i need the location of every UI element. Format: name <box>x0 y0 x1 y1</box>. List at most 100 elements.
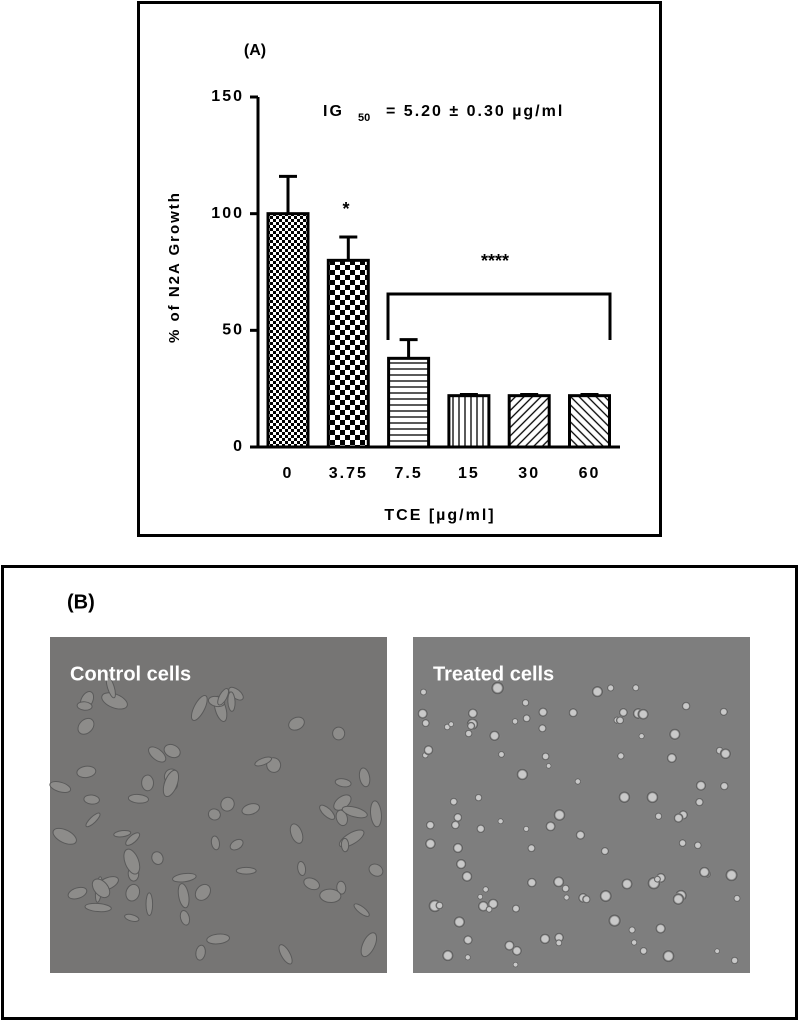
cell <box>511 717 519 725</box>
cell <box>278 944 293 965</box>
cell <box>599 889 613 903</box>
cell <box>474 793 483 802</box>
cell <box>553 808 566 822</box>
annotation: IG <box>323 103 344 120</box>
cell <box>425 820 436 830</box>
x-tick-label: 15 <box>458 465 480 482</box>
panel-b-frame <box>1 565 798 1020</box>
cell <box>733 894 741 903</box>
cell <box>545 762 552 769</box>
cell <box>319 804 336 820</box>
cell <box>453 915 466 929</box>
annotation-value: = 5.20 ± 0.30 µg/ml <box>386 103 564 120</box>
cell <box>52 827 77 845</box>
x-tick-label: 3.75 <box>329 465 368 482</box>
cell <box>179 910 191 926</box>
cell <box>521 698 530 707</box>
y-axis-label: % of N2A Growth <box>166 191 183 343</box>
cell <box>638 732 645 740</box>
cell <box>522 714 531 723</box>
cell <box>545 820 557 832</box>
cell <box>101 692 128 710</box>
cell <box>319 888 342 903</box>
cell <box>673 812 684 824</box>
significance-label: * <box>342 199 349 219</box>
cell <box>503 940 515 952</box>
error-bar <box>459 393 478 396</box>
cell <box>522 825 530 833</box>
cell <box>539 933 551 945</box>
cell <box>67 886 88 900</box>
cell <box>695 779 707 792</box>
cell <box>76 701 93 711</box>
cell <box>424 837 437 850</box>
cell <box>467 707 479 719</box>
error-bar <box>279 174 297 214</box>
cell <box>477 893 484 900</box>
cell <box>83 794 100 805</box>
cell <box>466 721 476 731</box>
cell <box>607 913 622 928</box>
cell <box>297 860 307 877</box>
cell <box>606 684 615 692</box>
micrograph-label: Treated cells <box>433 663 554 685</box>
cell <box>575 829 586 841</box>
cell <box>241 803 260 816</box>
bar <box>266 212 310 449</box>
cell <box>421 718 430 728</box>
cell <box>441 949 455 962</box>
cell <box>654 812 663 821</box>
cell <box>541 752 550 761</box>
cell <box>84 902 112 913</box>
micrograph-label: Control cells <box>70 663 191 685</box>
cell <box>462 934 474 946</box>
cell <box>630 939 638 946</box>
cell <box>615 716 625 725</box>
cell <box>654 922 667 935</box>
cell <box>450 820 461 830</box>
cell <box>194 883 211 901</box>
cell <box>123 848 141 875</box>
y-tick-label: 0 <box>233 438 244 455</box>
cell <box>151 851 164 865</box>
y-tick-label: 100 <box>211 205 244 222</box>
x-axis-label: TCE [µg/ml] <box>384 507 495 524</box>
y-tick-label: 50 <box>222 322 244 339</box>
cell <box>730 956 739 965</box>
cell <box>485 905 493 913</box>
cell <box>141 774 154 792</box>
cell <box>360 932 378 958</box>
cell <box>227 691 236 712</box>
cell <box>303 877 320 891</box>
cell <box>336 880 347 895</box>
cell <box>358 767 371 788</box>
cell <box>334 778 352 788</box>
cell <box>448 721 455 728</box>
cell <box>637 708 650 721</box>
cell <box>512 961 519 968</box>
cell <box>77 717 95 735</box>
cell <box>332 726 346 741</box>
cell <box>369 800 382 828</box>
cell <box>453 812 463 823</box>
cell <box>125 883 141 902</box>
bar <box>387 356 431 449</box>
cell <box>229 838 244 851</box>
cell <box>631 683 640 692</box>
cell <box>217 688 230 706</box>
cell <box>85 812 101 828</box>
cell <box>668 728 682 741</box>
cell <box>563 894 570 901</box>
cell <box>618 707 629 718</box>
cell <box>113 829 132 838</box>
cell <box>368 863 384 877</box>
cell <box>464 954 472 961</box>
cell <box>639 946 648 956</box>
cell <box>694 797 704 807</box>
x-tick-label: 7.5 <box>394 465 422 482</box>
cell <box>537 707 549 718</box>
cell <box>190 695 208 721</box>
cell <box>620 877 634 891</box>
cell <box>449 797 458 806</box>
cell <box>289 823 304 844</box>
